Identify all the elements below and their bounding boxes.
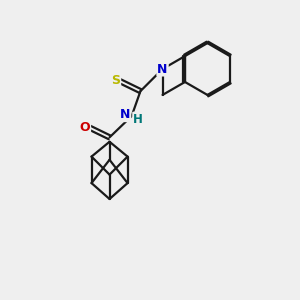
Text: N: N xyxy=(120,108,130,121)
Text: S: S xyxy=(111,74,120,87)
Text: N: N xyxy=(157,62,168,76)
Text: O: O xyxy=(80,121,90,134)
Text: H: H xyxy=(133,112,143,126)
